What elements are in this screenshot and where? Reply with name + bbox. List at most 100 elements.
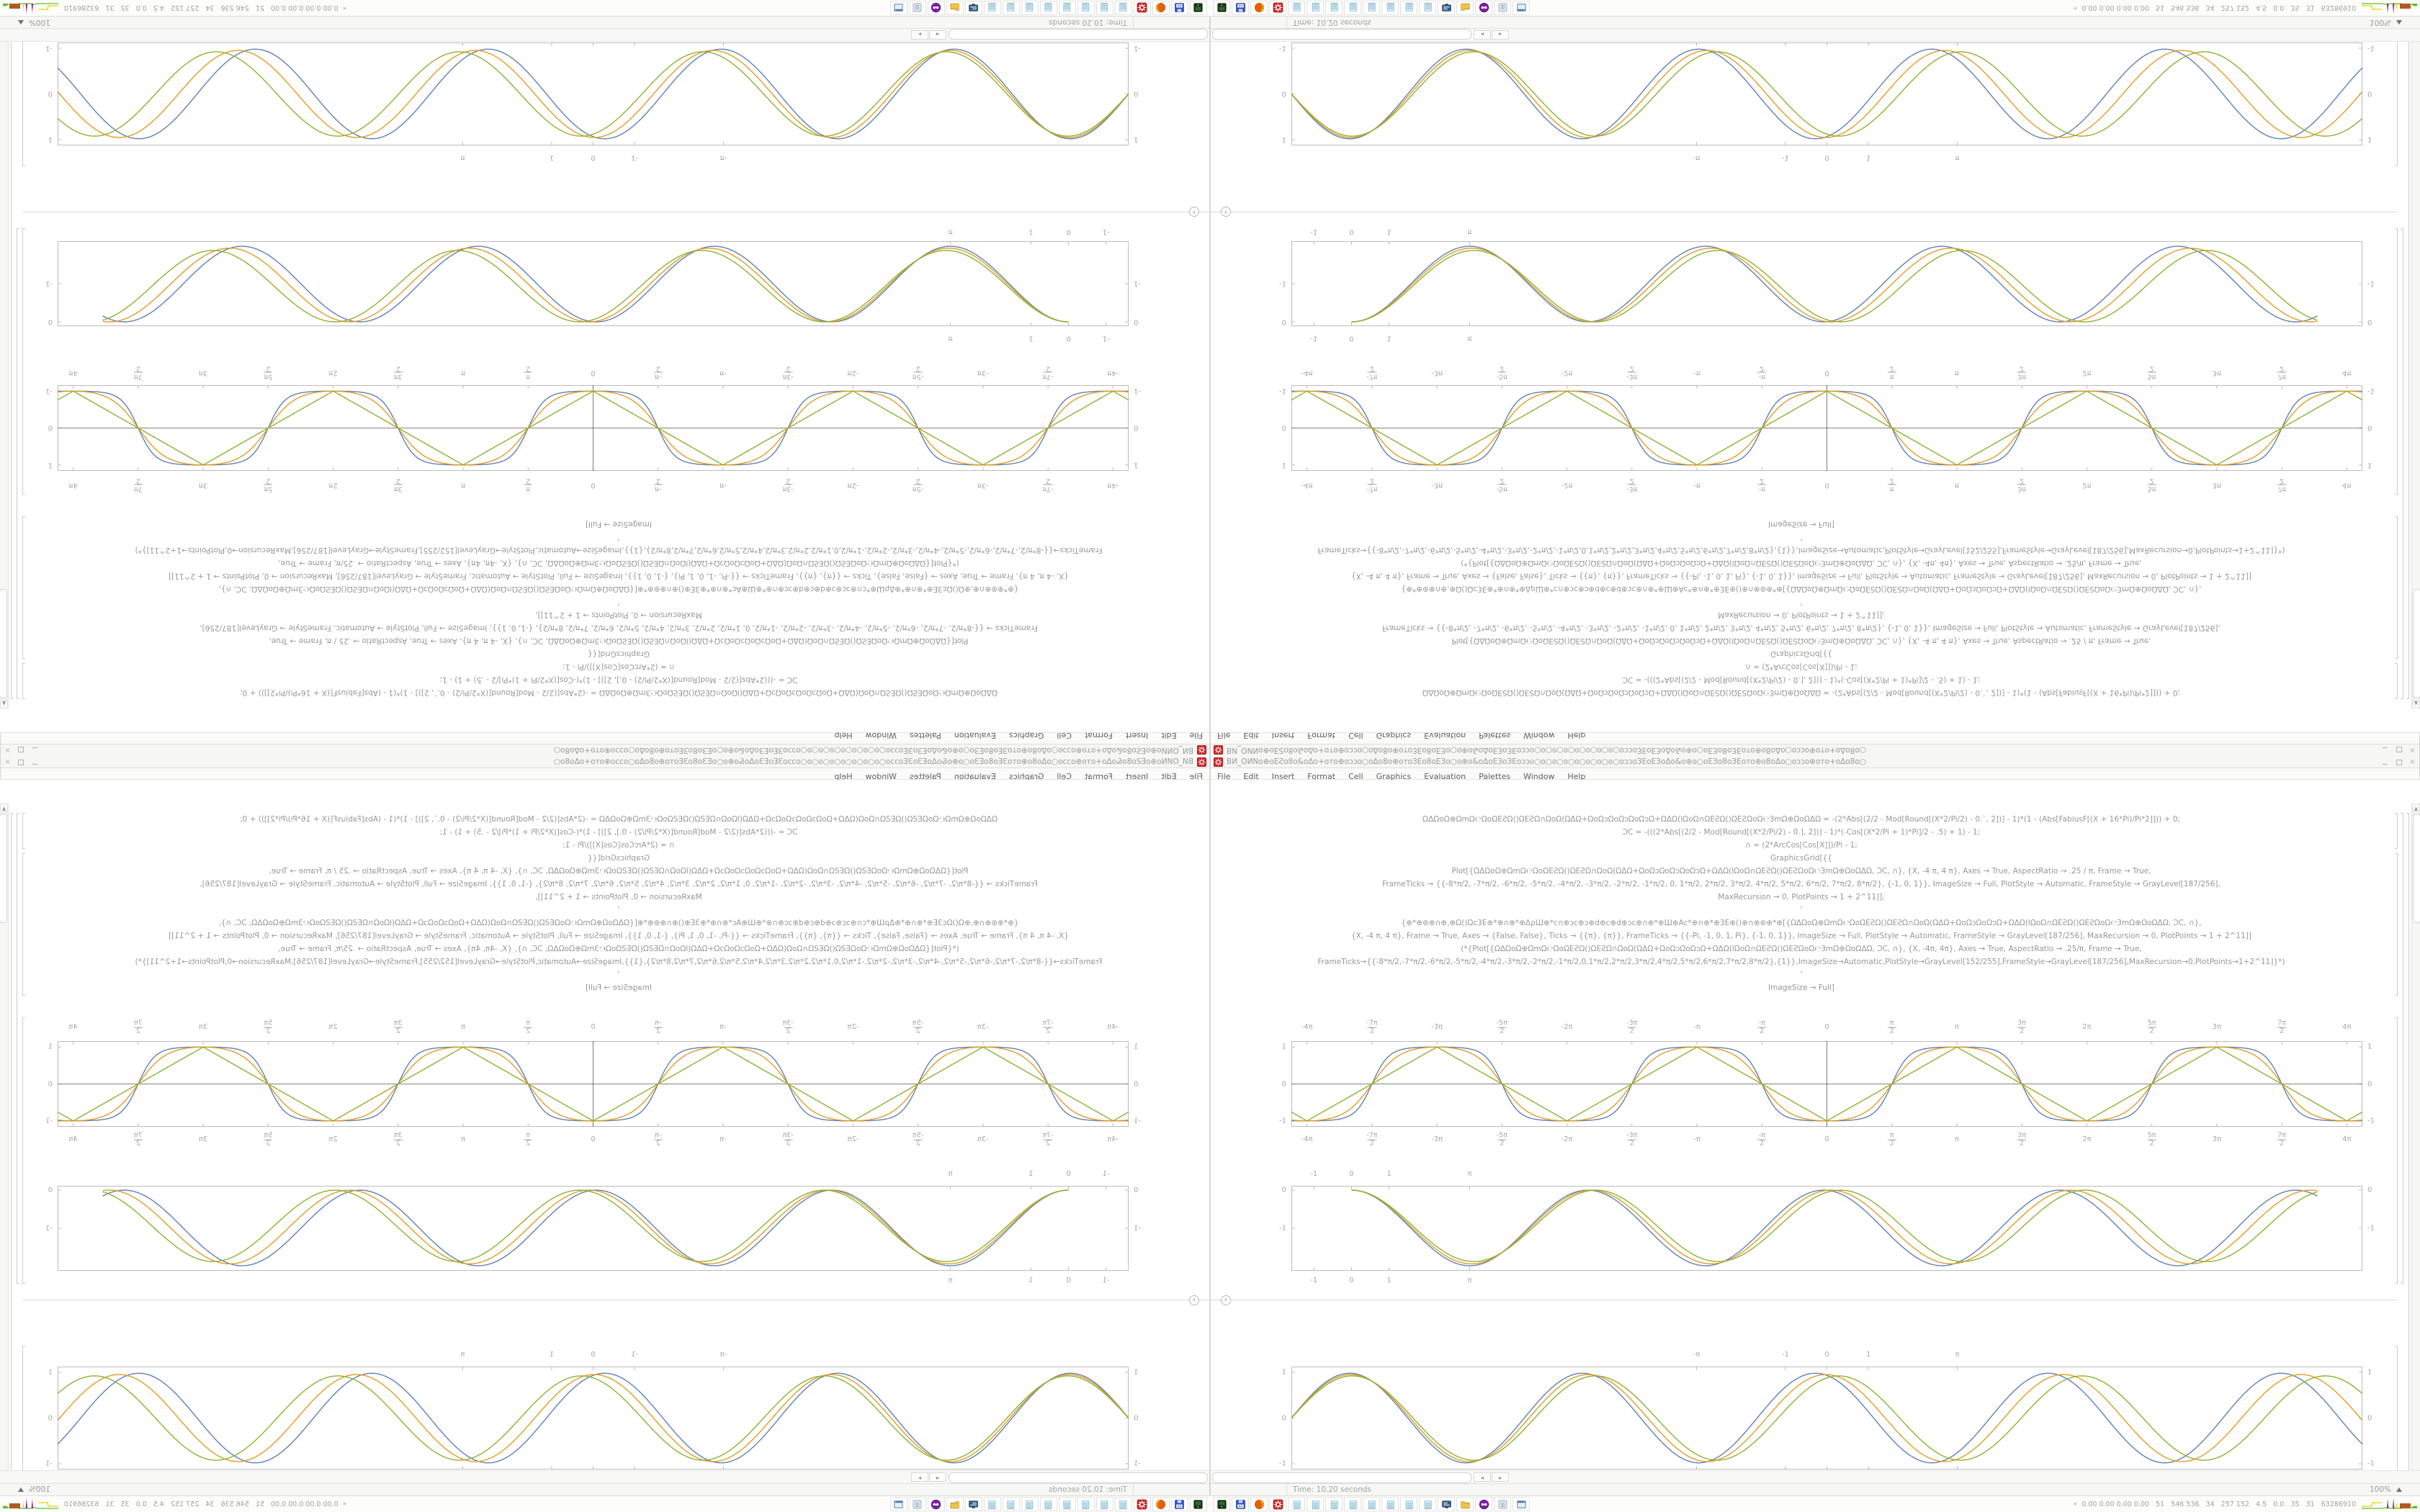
code-line[interactable]: ƆC = -(((2*Abs[(2/2 - Mod[Round[(X*2/Pi/… <box>1622 828 1981 837</box>
notebook-area[interactable]: ΩΔΩоΩ⊕ΩmΩ℮ΩоΩЕƧΩ()ΩЕƧΩ∩ΩоΩ(ΩΔΩ+ΩоΩɔΩоΩɔΩ… <box>0 780 1209 1470</box>
scroll-left-stepper[interactable]: ◂ <box>1474 30 1491 40</box>
window-manager-icon[interactable] <box>1512 1 1530 15</box>
cell-insert-plus-icon[interactable]: + <box>1221 207 1231 217</box>
cell-bracket[interactable] <box>2401 228 2403 699</box>
code-line[interactable]: {⊕*⊕⊛⊕∩⊕,⊕Ω()Ωc3Е⊕*⊕∩⊕*⊕ΔρШ⊕*c∩⊕ɔc⊕ɔ⊕d⊕c… <box>1401 919 2202 927</box>
notebook-area[interactable]: ΩΔΩоΩ⊕ΩmΩ℮ΩоΩЕƧΩ()ΩЕƧΩ∩ΩоΩ(ΩΔΩ+ΩоΩɔΩоΩɔΩ… <box>0 42 1209 732</box>
notepad-icon[interactable] <box>1288 1497 1305 1511</box>
menu-graphics[interactable]: Graphics <box>1376 731 1412 740</box>
scroll-right-stepper[interactable]: ▸ <box>911 30 928 40</box>
cell-bracket[interactable] <box>22 1346 25 1470</box>
notepad-icon[interactable] <box>1003 1497 1020 1511</box>
menu-graphics[interactable]: Graphics <box>1008 731 1044 740</box>
menu-evaluation[interactable]: Evaluation <box>1424 731 1466 740</box>
code-line[interactable]: ΩΔΩоΩ⊕ΩmΩ℮ΩоΩЕƧΩ()ΩЕƧΩ∩ΩоΩ(ΩΔΩ+ΩоΩɔΩоΩɔΩ… <box>1422 815 2180 824</box>
zoom-dropdown-arrow-icon[interactable] <box>2396 1488 2402 1492</box>
cell-insert-plus-icon[interactable]: + <box>1189 1295 1199 1305</box>
scroll-left-stepper[interactable]: ◂ <box>929 30 946 40</box>
screen-capture-icon[interactable] <box>1438 1497 1455 1511</box>
notepad-icon[interactable] <box>1115 1497 1132 1511</box>
maximize-button[interactable] <box>17 746 25 754</box>
firefox-icon[interactable] <box>1152 1 1170 15</box>
cell-bracket[interactable] <box>22 228 25 495</box>
code-line[interactable]: ∩ = (2*ArcCos[Cos[X]])/Pi - 1; <box>1745 841 1857 850</box>
menu-palettes[interactable]: Palettes <box>909 731 941 740</box>
code-line[interactable]: GraphicsGrid[{{ <box>1770 854 1832 863</box>
cell-bracket[interactable] <box>22 813 25 849</box>
emulator-64-icon[interactable]: 64 <box>1171 1497 1188 1511</box>
magnification-control[interactable]: 100% <box>18 1485 50 1494</box>
tray-collapse-icon[interactable]: « <box>342 1500 347 1508</box>
menu-palettes[interactable]: Palettes <box>1479 731 1511 740</box>
tray-collapse-icon[interactable]: « <box>2073 4 2078 12</box>
cell-bracket[interactable] <box>22 516 25 659</box>
tray-collapse-icon[interactable]: « <box>2073 1500 2078 1508</box>
menu-file[interactable]: File <box>1189 731 1203 740</box>
notepad-icon[interactable] <box>1400 1 1417 15</box>
window-manager-icon[interactable] <box>890 1497 908 1511</box>
minimize-button[interactable] <box>31 746 39 754</box>
maximize-button[interactable] <box>17 758 25 766</box>
maximize-button[interactable] <box>2395 758 2403 766</box>
firefox-icon[interactable] <box>1250 1 1268 15</box>
menu-cell[interactable]: Cell <box>1348 772 1363 781</box>
scroll-up-stepper[interactable]: ▲ <box>0 700 8 708</box>
notepad-icon[interactable] <box>1096 1 1113 15</box>
vertical-scrollbar[interactable]: ▲ ▼ <box>0 804 9 1470</box>
scroll-right-stepper[interactable]: ▸ <box>1492 1472 1509 1482</box>
scroll-left-stepper[interactable]: ◂ <box>1474 1472 1491 1482</box>
cell-bracket[interactable] <box>2395 42 2398 166</box>
code-line[interactable]: Plot[{ΩΔΩоΩ⊕ΩmΩ℮ΩоΩЕƧΩ()ΩЕƧΩ∩ΩоΩ(ΩΔΩ+ΩоΩ… <box>1451 867 2151 876</box>
cell-bracket[interactable] <box>11 42 14 699</box>
folder-icon[interactable] <box>1456 1 1474 15</box>
cell-insert-plus-icon[interactable]: + <box>1221 1295 1231 1305</box>
vertical-scroll-thumb[interactable] <box>2413 814 2420 923</box>
minimize-button[interactable] <box>31 758 39 766</box>
settings-gear-icon[interactable] <box>1134 1 1151 15</box>
privacy-badge-icon[interactable] <box>928 1497 945 1511</box>
device-manager-icon[interactable] <box>1190 1 1207 15</box>
menu-insert[interactable]: Insert <box>1125 731 1149 740</box>
zoom-dropdown-arrow-icon[interactable] <box>18 20 24 24</box>
folder-icon[interactable] <box>946 1 964 15</box>
horizontal-scrollbar[interactable]: ◂ ▸ <box>0 29 1209 42</box>
menu-insert[interactable]: Insert <box>1271 731 1295 740</box>
menu-cell[interactable]: Cell <box>1057 731 1072 740</box>
menu-format[interactable]: Format <box>1307 731 1336 740</box>
code-line[interactable]: ImageSize → Full] <box>1768 984 1834 992</box>
cell-bracket[interactable] <box>2395 853 2398 996</box>
menu-help[interactable]: Help <box>1567 731 1586 740</box>
code-line[interactable]: ’ <box>1800 906 1803 914</box>
code-line[interactable]: FrameTicks → {{-8*π/2, -7*π/2, -6*π/2, -… <box>1382 880 2220 888</box>
menu-evaluation[interactable]: Evaluation <box>954 731 996 740</box>
privacy-badge-icon[interactable] <box>1475 1497 1492 1511</box>
window-titlebar[interactable]: ВИ_ОИNо⊕оЕƧо8о&оΔо+ото⊕оɔɔо○оΔо8о⊕отоЗЕо… <box>1211 744 2419 756</box>
vertical-scrollbar[interactable]: ▲ ▼ <box>2411 42 2420 708</box>
horizontal-scroll-thumb[interactable] <box>1212 29 1471 40</box>
zoom-dropdown-arrow-icon[interactable] <box>18 1488 24 1492</box>
notepad-icon[interactable] <box>984 1 1001 15</box>
menu-file[interactable]: File <box>1217 772 1231 781</box>
notepad-icon[interactable] <box>1344 1497 1361 1511</box>
menu-window[interactable]: Window <box>865 731 897 740</box>
settings-gear-icon[interactable] <box>1134 1497 1151 1511</box>
vertical-scroll-thumb[interactable] <box>0 814 7 923</box>
horizontal-scroll-thumb[interactable] <box>949 29 1208 40</box>
cell-bracket[interactable] <box>22 853 25 996</box>
menu-evaluation[interactable]: Evaluation <box>1424 772 1466 781</box>
cell-bracket[interactable] <box>2395 813 2398 849</box>
code-line[interactable]: ’ <box>1800 971 1803 979</box>
notepad-icon[interactable] <box>1040 1497 1057 1511</box>
scroll-up-stepper[interactable]: ▲ <box>2412 804 2420 812</box>
notepad-icon[interactable] <box>1021 1 1039 15</box>
cell-bracket[interactable] <box>22 663 25 699</box>
magnification-control[interactable]: 100% <box>2370 1485 2402 1494</box>
code-line[interactable]: (*{Plot[{ΩΔΩоΩ⊕ΩmΩ℮ΩоΩЕƧΩ()ΩЕƧΩ∩ΩоΩ(ΩΔΩ+… <box>1461 945 2142 953</box>
notepad-icon[interactable] <box>1077 1 1095 15</box>
firefox-icon[interactable] <box>1152 1497 1170 1511</box>
cell-bracket[interactable] <box>2395 516 2398 659</box>
cell-bracket[interactable] <box>11 813 14 1470</box>
emulator-64-icon[interactable]: 64 <box>1232 1 1249 15</box>
vertical-scrollbar[interactable]: ▲ ▼ <box>2411 804 2420 1470</box>
screen-capture-icon[interactable] <box>965 1 982 15</box>
